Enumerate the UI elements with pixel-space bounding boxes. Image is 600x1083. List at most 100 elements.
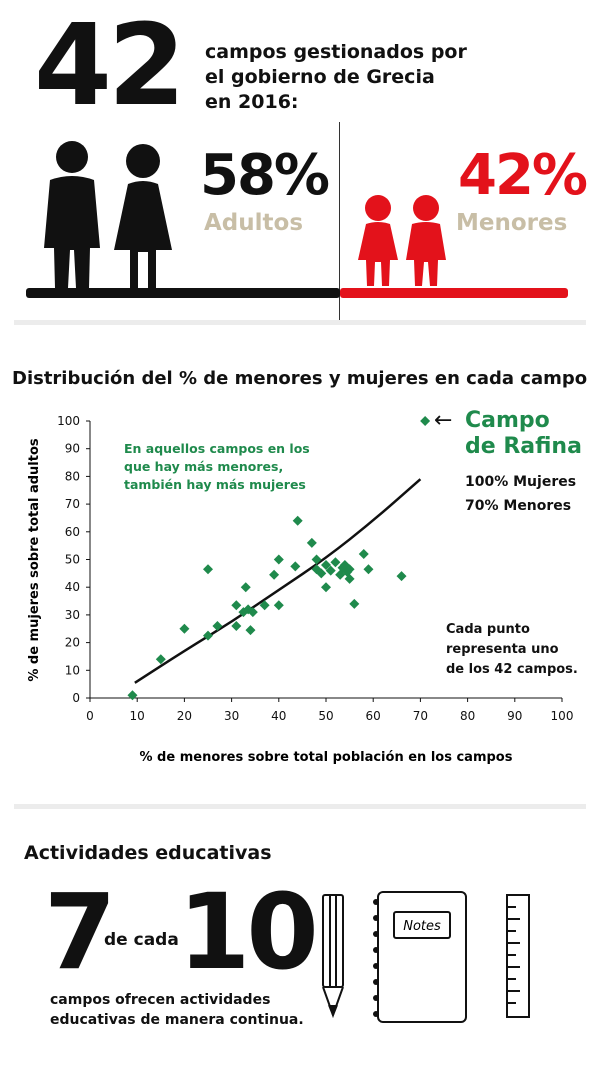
x-tick-label: 80 — [460, 709, 475, 723]
data-point — [247, 607, 258, 618]
minors-figure-icon — [358, 195, 446, 286]
data-point — [127, 690, 138, 701]
y-tick-label: 0 — [72, 691, 80, 705]
y-tick-label: 70 — [65, 497, 80, 511]
camps-count: 42 — [34, 1, 186, 131]
notebook-ring — [373, 915, 379, 921]
data-point — [273, 554, 284, 565]
rafina-arrow: ← — [434, 408, 453, 433]
y-tick-label: 40 — [65, 580, 80, 594]
y-tick-label: 60 — [65, 525, 80, 539]
section-shadow — [14, 320, 586, 325]
rafina-title-line: Campo — [465, 408, 550, 433]
data-point — [325, 565, 336, 576]
ground-bar-adults — [26, 288, 340, 298]
y-tick-label: 90 — [65, 442, 80, 456]
x-tick-label: 60 — [366, 709, 381, 723]
y-tick-label: 20 — [65, 636, 80, 650]
data-point — [349, 598, 360, 609]
data-point — [396, 571, 407, 582]
boy-head-icon — [413, 195, 439, 221]
data-point — [292, 515, 303, 526]
pencil-icon — [322, 894, 344, 1018]
data-point — [316, 568, 327, 579]
data-point — [321, 582, 331, 593]
camps-description-line: campos gestionados por — [205, 41, 467, 63]
x-tick-label: 100 — [551, 709, 574, 723]
notebook-label: Notes — [403, 919, 441, 934]
education-num-b: 10 — [178, 871, 319, 993]
notebook-ring — [373, 947, 379, 953]
trend-line — [134, 478, 422, 684]
point-note-line: representa uno — [446, 642, 559, 657]
education-middle: de cada — [104, 930, 179, 950]
education-title: Actividades educativas — [24, 842, 272, 864]
girl-head-icon — [365, 195, 391, 221]
adults-figure-icon — [44, 141, 172, 288]
data-point — [269, 569, 280, 580]
ground-bar-minors — [340, 288, 568, 298]
scatter-chart: 0 10 20 30 40 50 60 70 80 90 100 0 10 20 30 40 50 60 70 80 9… — [27, 414, 574, 765]
camps-description: campos gestionados por el gobierno de Gr… — [205, 40, 467, 115]
trend-note-line: también hay más mujeres — [124, 477, 306, 492]
data-point — [203, 564, 213, 575]
data-point — [290, 561, 301, 572]
x-tick-label: 10 — [130, 709, 145, 723]
notebook-ring — [373, 899, 379, 905]
y-tick-label: 50 — [65, 553, 80, 567]
point-note-line: Cada punto — [446, 622, 530, 637]
data-point — [231, 620, 242, 631]
data-point — [306, 537, 317, 548]
trend-note: En aquellos campos en los que hay más me… — [124, 440, 310, 494]
data-point — [311, 554, 322, 565]
y-tick-label: 100 — [57, 414, 80, 428]
notebook-icon: Notes — [373, 891, 467, 1023]
data-point — [231, 600, 242, 611]
y-tick-label: 80 — [65, 469, 80, 483]
section-divider — [339, 122, 340, 320]
boy-body-icon — [406, 222, 446, 286]
data-point — [420, 416, 431, 426]
point-note-line: de los 42 campos. — [446, 662, 578, 677]
y-tick-label: 30 — [65, 608, 80, 622]
point-note: Cada punto representa uno de los 42 camp… — [446, 620, 578, 680]
education-description-line: campos ofrecen actividades — [50, 992, 271, 1008]
y-tick-label: 10 — [65, 663, 80, 677]
y-axis-label: % de mujeres sobre total adultos — [27, 438, 42, 682]
trend-note-line: que hay más menores, — [124, 459, 284, 474]
rafina-stat: 70% Menores — [465, 498, 572, 514]
adults-percent: 58% — [200, 143, 330, 208]
x-tick-label: 0 — [86, 709, 94, 723]
data-point — [363, 564, 374, 575]
data-point — [335, 569, 346, 580]
data-point — [321, 560, 331, 571]
x-tick-label: 90 — [507, 709, 522, 723]
data-point — [358, 548, 369, 559]
rafina-stat: 100% Mujeres — [465, 474, 577, 490]
x-tick-label: 40 — [271, 709, 286, 723]
notebook-ring — [373, 995, 379, 1001]
education-description-line: educativas de manera continua. — [50, 1012, 304, 1028]
section-shadow — [14, 804, 586, 809]
data-point — [342, 566, 353, 577]
x-tick-label: 50 — [318, 709, 333, 723]
notebook-ring — [373, 963, 379, 969]
data-point — [344, 564, 355, 575]
adults-label: Adultos — [204, 210, 304, 236]
trend-note-line: En aquellos campos en los — [124, 441, 310, 456]
data-point — [259, 600, 270, 611]
man-body-icon — [44, 176, 100, 288]
minors-percent: 42% — [458, 143, 588, 208]
x-tick-label: 20 — [177, 709, 192, 723]
x-tick-label: 30 — [224, 709, 239, 723]
data-point — [179, 623, 190, 634]
education-num-a: 7 — [44, 871, 116, 993]
man-head-icon — [56, 141, 88, 173]
data-point — [245, 625, 256, 636]
ruler-icon — [506, 894, 530, 1018]
chart-title: Distribución del % de menores y mujeres … — [12, 368, 588, 389]
notebook-ring — [373, 931, 379, 937]
notebook-ring — [373, 979, 379, 985]
x-axis-label: % de menores sobre total población en lo… — [140, 750, 513, 765]
data-point — [203, 630, 213, 641]
